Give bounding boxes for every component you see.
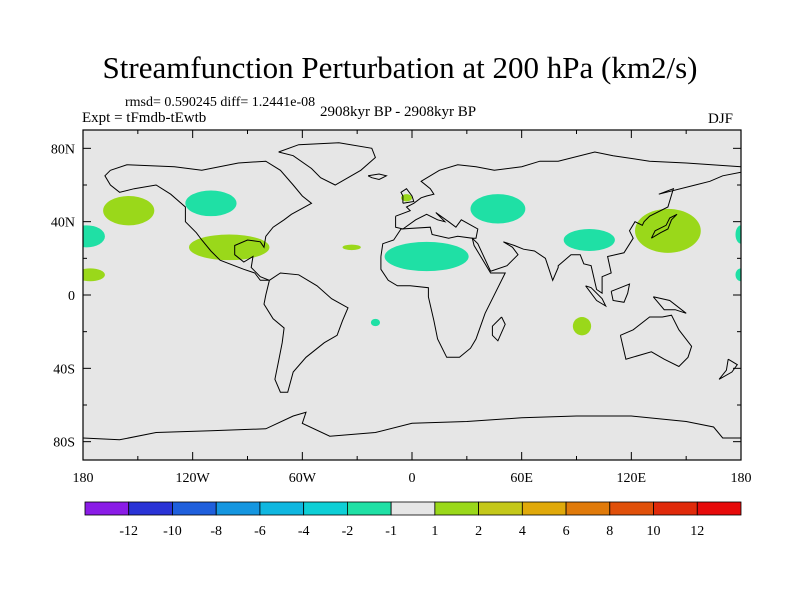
anomaly-region-north-america-west — [185, 190, 237, 217]
colorbar: -12 -10 -8 -6 -4 -2 -1 1 2 4 6 8 10 12 — [84, 501, 742, 539]
colorbar-swatch — [346, 501, 392, 516]
colorbar-swatch — [653, 501, 698, 516]
anomaly-region-central-america — [189, 234, 270, 261]
season-label: DJF — [708, 111, 734, 127]
lat-label: 0 — [68, 289, 75, 304]
colorbar-swatch — [172, 501, 217, 516]
map-plot-area — [83, 130, 741, 460]
colorbar-swatch — [521, 501, 567, 516]
colorbar-swatch — [609, 501, 654, 516]
colorbar-label: -10 — [163, 524, 182, 539]
period-label: 2908kyr BP - 2908kyr BP — [320, 104, 477, 120]
colorbar-label: 8 — [606, 524, 613, 539]
lon-label: 60W — [289, 471, 317, 486]
colorbar-swatch — [434, 501, 480, 516]
colorbar-label: 6 — [563, 524, 570, 539]
chart-title: Streamfunction Perturbation at 200 hPa (… — [102, 50, 698, 85]
coastline-new-zealand — [718, 358, 739, 380]
colorbar-swatch — [565, 501, 611, 516]
lat-label: 80N — [51, 142, 75, 157]
colorbar-swatch — [696, 501, 742, 516]
coastline-africa — [380, 226, 507, 358]
anomaly-region-britain — [401, 194, 412, 202]
anomaly-region-middle-east — [470, 194, 526, 224]
coastline-south-america — [263, 272, 349, 393]
colorbar-swatch — [84, 501, 130, 516]
coastline-britain-isle — [400, 188, 415, 204]
coastline-sumatra — [585, 285, 607, 308]
coastline-new-guinea — [652, 296, 687, 314]
anomaly-region-east-asia-japan — [634, 208, 701, 253]
colorbar-swatch — [303, 501, 348, 516]
colorbar-label: -1 — [385, 524, 397, 539]
colorbar-label: 1 — [431, 524, 438, 539]
lat-label: 40N — [51, 216, 75, 231]
colorbar-label: -4 — [298, 524, 310, 539]
coastline-greenland — [278, 142, 376, 186]
coastline-madagascar — [491, 316, 506, 342]
lon-label: 60E — [510, 471, 533, 486]
anomaly-region-north-pacific-east — [103, 196, 155, 226]
anomaly-region-east-pacific-west-edge — [83, 225, 105, 248]
anomaly-region-indian-ocean — [572, 317, 592, 336]
colorbar-label: 2 — [475, 524, 482, 539]
anomaly-region-north-africa — [384, 241, 469, 272]
lat-label: 40S — [53, 362, 75, 377]
colorbar-swatch — [478, 501, 523, 516]
coastline-borneo — [610, 283, 631, 303]
coastline-eurasia — [395, 151, 741, 295]
experiment-label: Expt = tFmdb-tEwtb — [82, 110, 207, 126]
lon-label: 120E — [617, 471, 647, 486]
colorbar-swatch — [128, 501, 173, 516]
colorbar-label: -8 — [210, 524, 222, 539]
map-background — [83, 130, 741, 460]
colorbar-label: -6 — [254, 524, 266, 539]
colorbar-label: 12 — [690, 524, 704, 539]
anomaly-region-north-atlantic-small — [342, 244, 361, 251]
anomaly-region-east-pacific-low — [83, 268, 105, 282]
coastline-japan — [650, 213, 678, 239]
map-axes: 80N 40N 0 40S 80S 180 120W 60W 0 60E 120E 180 — [51, 129, 752, 486]
coastline-antarctica — [83, 411, 741, 441]
colorbar-swatch — [390, 501, 436, 516]
stats-text: rmsd= 0.590245 diff= 1.2441e-08 — [125, 95, 316, 110]
colorbar-label: 10 — [647, 524, 661, 539]
lat-label: 80S — [53, 436, 75, 451]
lon-label: 0 — [409, 471, 416, 486]
lon-label: 180 — [731, 471, 752, 486]
anomaly-region-south-asia — [563, 229, 615, 251]
lon-label: 120W — [176, 471, 211, 486]
lon-label: 180 — [73, 471, 94, 486]
anomaly-region-pacific-east-edge-low — [735, 268, 741, 282]
colorbar-label: 4 — [519, 524, 526, 539]
colorbar-swatch — [215, 501, 261, 516]
coastline-iceland — [367, 173, 388, 181]
colorbar-label: -12 — [119, 524, 138, 539]
anomaly-region-north-pacific-west-edge — [735, 225, 741, 244]
colorbar-swatch — [259, 501, 305, 516]
coastline-australia — [619, 314, 693, 368]
colorbar-label: -2 — [342, 524, 354, 539]
coastline-north-america — [104, 160, 313, 281]
anomaly-region-south-atlantic — [370, 318, 381, 327]
